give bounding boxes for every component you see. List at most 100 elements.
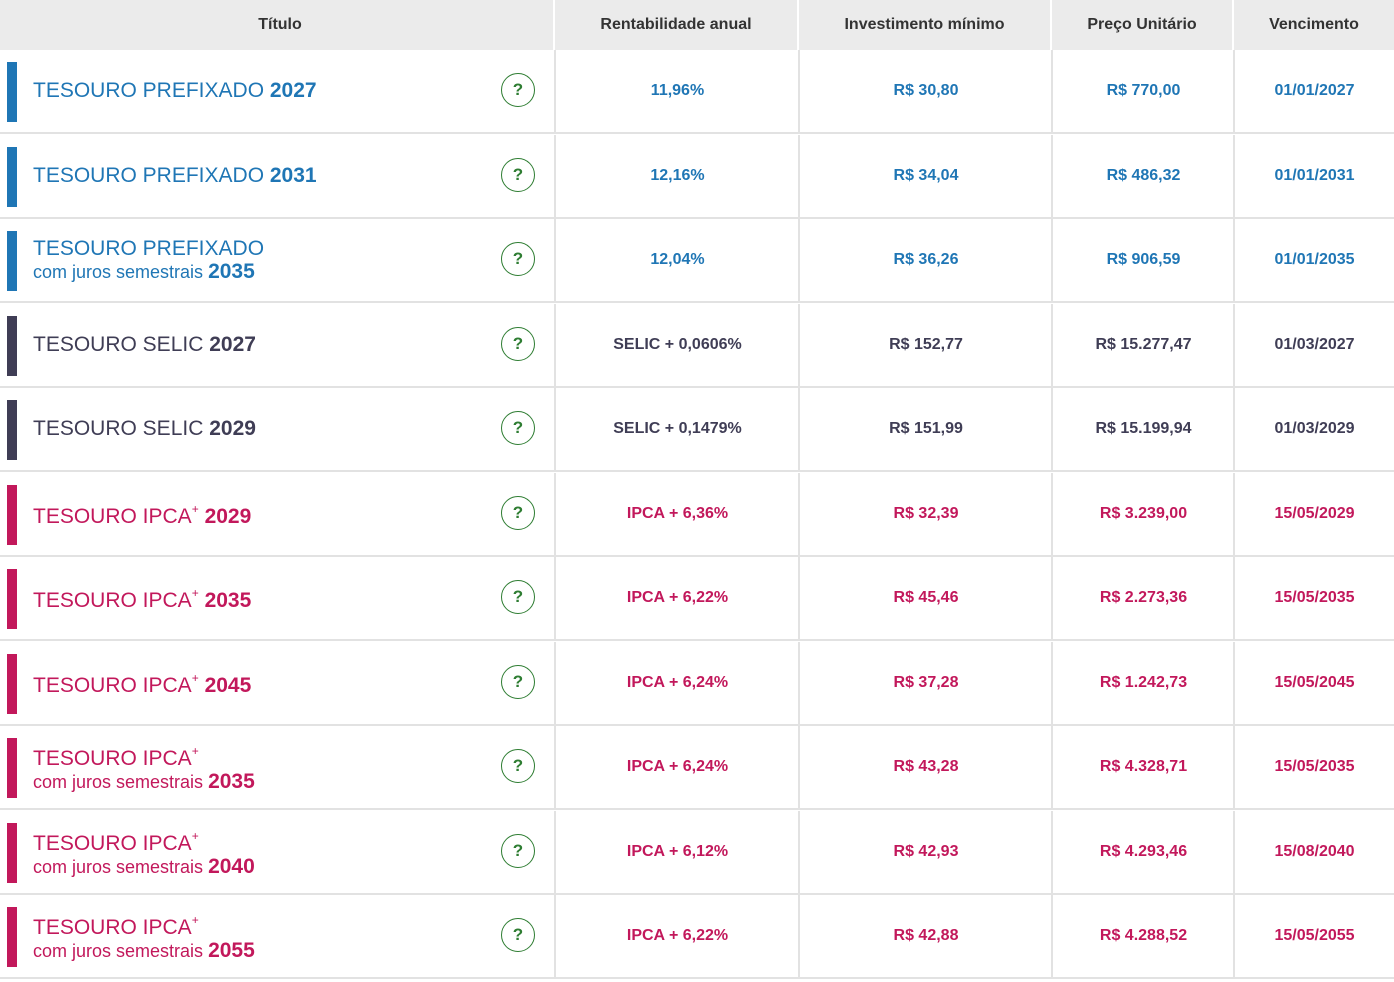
investimento-cell: R$ 30,80 (798, 50, 1052, 132)
vencimento-cell: 01/01/2027 (1233, 50, 1394, 132)
bond-subtitle: com juros semestrais 2055 (33, 939, 255, 962)
bond-year: 2029 (204, 504, 252, 528)
bond-title[interactable]: TESOURO IPCA+ com juros semestrais 2035 (33, 726, 255, 808)
category-color-bar (7, 569, 17, 629)
help-icon[interactable]: ? (501, 918, 535, 952)
table-row[interactable]: TESOURO IPCA+ com juros semestrais 2040? I… (0, 810, 1394, 895)
bond-subtitle: com juros semestrais 2035 (33, 770, 255, 793)
table-row[interactable]: TESOURO IPCA+ com juros semestrais 2055? I… (0, 895, 1394, 979)
category-color-bar (7, 315, 17, 376)
header-preco[interactable]: Preço Unitário (1052, 0, 1234, 50)
table-row[interactable]: TESOURO PREFIXADO com juros semestrais 20… (0, 219, 1394, 303)
bond-name: TESOURO IPCA+ (33, 828, 199, 855)
ipca-plus-sign: + (191, 828, 199, 843)
bond-name: TESOURO PREFIXADO (33, 237, 265, 260)
preco-cell: R$ 486,32 (1051, 134, 1234, 217)
rentabilidade-cell: IPCA + 6,24% (554, 641, 799, 724)
table-row[interactable]: TESOURO SELIC 2027? SELIC + 0,0606% R$ 152… (0, 303, 1394, 388)
preco-cell: R$ 15.199,94 (1051, 388, 1234, 470)
vencimento-cell: 15/05/2045 (1233, 641, 1394, 724)
vencimento-cell: 15/08/2040 (1233, 810, 1394, 893)
header-rentabilidade[interactable]: Rentabilidade anual (555, 0, 799, 50)
bond-title[interactable]: TESOURO IPCA+ 2029 (33, 473, 251, 555)
investimento-cell: R$ 151,99 (798, 388, 1052, 470)
vencimento-cell: 01/03/2027 (1233, 303, 1394, 386)
bond-name: TESOURO IPCA+ 2045 (33, 670, 252, 697)
table-row[interactable]: TESOURO PREFIXADO 2031? 12,16% R$ 34,04 R$ … (0, 134, 1394, 219)
category-color-bar (7, 738, 17, 798)
bond-title[interactable]: TESOURO PREFIXADO 2027 (33, 50, 317, 132)
investimento-cell: R$ 36,26 (798, 219, 1052, 301)
help-icon[interactable]: ? (501, 495, 535, 530)
help-icon[interactable]: ? (501, 242, 535, 276)
bond-title[interactable]: TESOURO IPCA+ com juros semestrais 2040 (33, 811, 255, 893)
help-icon[interactable]: ? (501, 833, 535, 868)
bond-year: 2055 (208, 939, 255, 962)
bond-title[interactable]: TESOURO SELIC 2029 (33, 388, 256, 470)
investimento-cell: R$ 43,28 (798, 726, 1052, 808)
bond-year: 2031 (269, 163, 317, 187)
category-color-bar (7, 62, 17, 122)
category-color-bar (7, 146, 17, 207)
rentabilidade-cell: 11,96% (554, 50, 799, 132)
rentabilidade-cell: 12,04% (554, 219, 799, 301)
table-row[interactable]: TESOURO IPCA+ 2045? IPCA + 6,24% R$ 37,28 R… (0, 641, 1394, 726)
bond-title[interactable]: TESOURO PREFIXADO 2031 (33, 135, 317, 217)
vencimento-cell: 15/05/2029 (1233, 472, 1394, 555)
bond-title[interactable]: TESOURO PREFIXADO com juros semestrais 20… (33, 219, 264, 301)
preco-cell: R$ 4.293,46 (1051, 810, 1234, 893)
ipca-plus-sign: + (191, 501, 199, 516)
vencimento-cell: 01/03/2029 (1233, 388, 1394, 470)
vencimento-cell: 01/01/2031 (1233, 134, 1394, 217)
rentabilidade-cell: SELIC + 0,0606% (554, 303, 799, 386)
bond-year: 2029 (209, 417, 256, 440)
investimento-cell: R$ 34,04 (798, 134, 1052, 217)
help-icon[interactable]: ? (501, 664, 535, 699)
category-color-bar (7, 400, 17, 460)
help-icon[interactable]: ? (501, 157, 535, 192)
rentabilidade-cell: SELIC + 0,1479% (554, 388, 799, 470)
table-row[interactable]: TESOURO PREFIXADO 2027? 11,96% R$ 30,80 R$ … (0, 50, 1394, 134)
bond-title[interactable]: TESOURO IPCA+ 2045 (33, 642, 251, 724)
table-row[interactable]: TESOURO IPCA+ 2029? IPCA + 6,36% R$ 32,39 R… (0, 472, 1394, 557)
bond-name: TESOURO PREFIXADO 2027 (33, 79, 317, 102)
bond-title[interactable]: TESOURO SELIC 2027 (33, 304, 256, 386)
preco-cell: R$ 2.273,36 (1051, 557, 1234, 639)
category-color-bar (7, 822, 17, 883)
preco-cell: R$ 4.288,52 (1051, 895, 1234, 977)
help-icon[interactable]: ? (501, 749, 535, 783)
category-color-bar (7, 907, 17, 967)
rentabilidade-cell: 12,16% (554, 134, 799, 217)
header-vencimento[interactable]: Vencimento (1234, 0, 1394, 50)
vencimento-cell: 01/01/2035 (1233, 219, 1394, 301)
bond-year: 2027 (209, 332, 256, 356)
bond-name: TESOURO SELIC 2029 (33, 417, 256, 440)
preco-cell: R$ 4.328,71 (1051, 726, 1234, 808)
header-titulo[interactable]: Título (7, 0, 555, 50)
header-investimento[interactable]: Investimento mínimo (799, 0, 1052, 50)
table-row[interactable]: TESOURO IPCA+ 2035? IPCA + 6,22% R$ 45,46 R… (0, 557, 1394, 641)
help-icon[interactable]: ? (501, 580, 535, 614)
bond-name: TESOURO IPCA+ (33, 913, 199, 939)
ipca-plus-sign: + (191, 913, 199, 927)
help-icon[interactable]: ? (501, 326, 535, 361)
table-header: Título Rentabilidade anual Investimento … (0, 0, 1394, 50)
help-icon[interactable]: ? (501, 411, 535, 445)
bond-name: TESOURO IPCA+ 2035 (33, 586, 252, 612)
bond-year: 2035 (204, 589, 252, 612)
ipca-plus-sign: + (191, 670, 199, 685)
rentabilidade-cell: IPCA + 6,36% (554, 472, 799, 555)
bond-title[interactable]: TESOURO IPCA+ 2035 (33, 557, 251, 639)
investimento-cell: R$ 152,77 (798, 303, 1052, 386)
rentabilidade-cell: IPCA + 6,24% (554, 726, 799, 808)
bond-year: 2040 (208, 854, 255, 878)
table-row[interactable]: TESOURO IPCA+ com juros semestrais 2035? I… (0, 726, 1394, 810)
ipca-plus-sign: + (191, 586, 199, 600)
category-color-bar (7, 653, 17, 714)
category-color-bar (7, 231, 17, 291)
table-row[interactable]: TESOURO SELIC 2029? SELIC + 0,1479% R$ 151… (0, 388, 1394, 472)
bond-title[interactable]: TESOURO IPCA+ com juros semestrais 2055 (33, 895, 255, 977)
vencimento-cell: 15/05/2035 (1233, 557, 1394, 639)
help-icon[interactable]: ? (501, 73, 535, 107)
